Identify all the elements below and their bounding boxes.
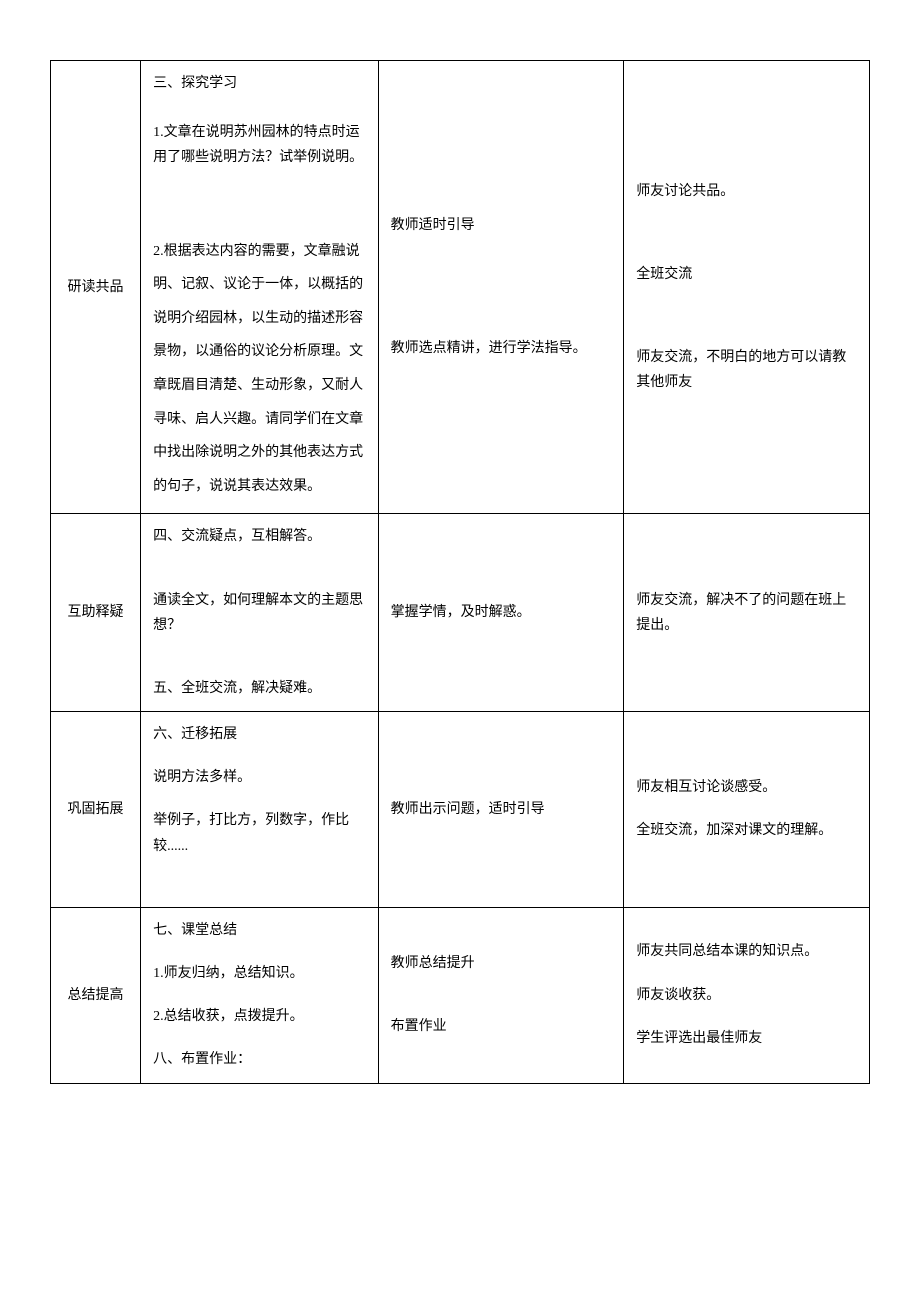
spacer [636,305,857,345]
paragraph: 五、全班交流，解决疑难。 [153,676,366,701]
paragraph: 全班交流 [636,262,857,287]
spacer [153,877,366,897]
paragraph: 全班交流，加深对课文的理解。 [636,818,857,843]
paragraph: 教师出示问题，适时引导 [391,797,612,822]
table-cell: 掌握学情，及时解惑。 [378,514,624,712]
row-label: 总结提高 [51,907,141,1083]
paragraph: 师友交流，解决不了的问题在班上提出。 [636,588,857,638]
row-label: 巩固拓展 [51,712,141,908]
table-row: 巩固拓展六、迁移拓展说明方法多样。举例子，打比方，列数字，作比较...... 教师… [51,712,870,908]
table-cell: 师友相互讨论谈感受。全班交流，加深对课文的理解。 [624,712,870,908]
table-row: 总结提高七、课堂总结 1.师友归纳，总结知识。 2.总结收获，点拨提升。八、布置作业… [51,907,870,1083]
paragraph: 1.文章在说明苏州园林的特点时运用了哪些说明方法？试举例说明。 [153,120,366,170]
paragraph: 教师总结提升 [391,951,612,976]
paragraph: 2.根据表达内容的需要，文章融说明、记叙、议论于一体，以概括的说明介绍园林，以生… [153,235,366,504]
paragraph: 师友谈收获。 [636,983,857,1008]
paragraph: 教师适时引导 [391,213,612,238]
paragraph: 六、迁移拓展 [153,722,366,747]
paragraph: 师友讨论共品。 [636,179,857,204]
spacer [153,195,366,235]
table-cell: 师友共同总结本课的知识点。师友谈收获。学生评选出最佳师友 [624,907,870,1083]
paragraph: 布置作业 [391,1014,612,1039]
paragraph: 师友交流，不明白的地方可以请教其他师友 [636,345,857,395]
paragraph: 师友共同总结本课的知识点。 [636,939,857,964]
spacer [391,296,612,336]
table-cell: 六、迁移拓展说明方法多样。举例子，打比方，列数字，作比较...... [141,712,379,908]
paragraph: 三、探究学习 [153,71,366,96]
table-cell: 四、交流疑点，互相解答。通读全文，如何理解本文的主题思想？ 五、全班交流，解决疑难… [141,514,379,712]
table-cell: 七、课堂总结 1.师友归纳，总结知识。 2.总结收获，点拨提升。八、布置作业： [141,907,379,1083]
paragraph: 七、课堂总结 [153,918,366,943]
table-body: 研读共品 三、探究学习 1.文章在说明苏州园林的特点时运用了哪些说明方法？试举例说… [51,61,870,1084]
paragraph: 掌握学情，及时解惑。 [391,600,612,625]
table-cell: 三、探究学习 1.文章在说明苏州园林的特点时运用了哪些说明方法？试举例说明。 2.根… [141,61,379,514]
table-cell: 教师总结提升布置作业 [378,907,624,1083]
spacer [391,994,612,1014]
spacer [636,222,857,262]
paragraph: 八、布置作业： [153,1047,366,1072]
table-cell: 师友讨论共品。全班交流师友交流，不明白的地方可以请教其他师友 [624,61,870,514]
paragraph: 2.总结收获，点拨提升。 [153,1004,366,1029]
paragraph: 学生评选出最佳师友 [636,1026,857,1051]
row-label: 研读共品 [51,61,141,514]
spacer [153,656,366,676]
spacer [153,568,366,588]
paragraph: 师友相互讨论谈感受。 [636,775,857,800]
row-label: 互助释疑 [51,514,141,712]
paragraph: 举例子，打比方，列数字，作比较...... [153,808,366,858]
paragraph: 1.师友归纳，总结知识。 [153,961,366,986]
table-row: 互助释疑四、交流疑点，互相解答。通读全文，如何理解本文的主题思想？ 五、全班交流，… [51,514,870,712]
table-cell: 师友交流，解决不了的问题在班上提出。 [624,514,870,712]
table-cell: 教师适时引导教师选点精讲，进行学法指导。 [378,61,624,514]
paragraph: 教师选点精讲，进行学法指导。 [391,336,612,361]
paragraph: 四、交流疑点，互相解答。 [153,524,366,549]
paragraph: 通读全文，如何理解本文的主题思想？ [153,588,366,638]
spacer [391,256,612,296]
paragraph: 说明方法多样。 [153,765,366,790]
table-row: 研读共品 三、探究学习 1.文章在说明苏州园林的特点时运用了哪些说明方法？试举例说… [51,61,870,514]
table-cell: 教师出示问题，适时引导 [378,712,624,908]
lesson-plan-table: 研读共品 三、探究学习 1.文章在说明苏州园林的特点时运用了哪些说明方法？试举例说… [50,60,870,1084]
